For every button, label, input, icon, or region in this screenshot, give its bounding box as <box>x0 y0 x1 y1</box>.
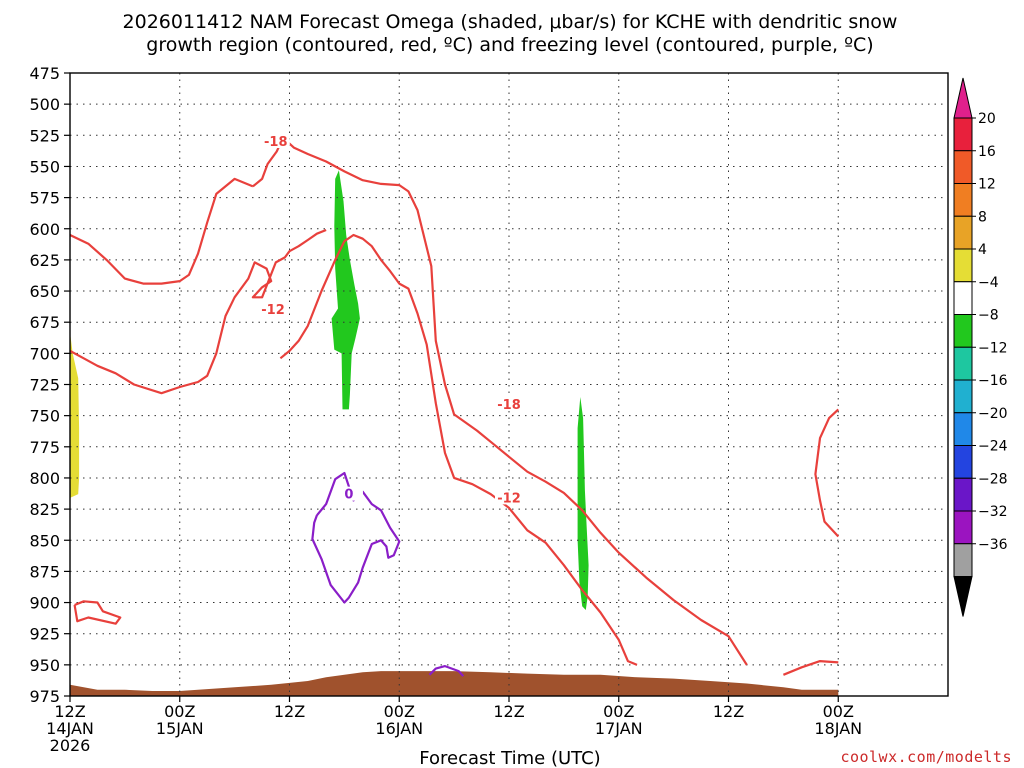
contour-label: 0 <box>344 488 353 503</box>
x-tick-label: 12Z <box>54 702 85 721</box>
contour-line-5 <box>814 408 840 538</box>
y-tick-label: 650 <box>29 282 60 301</box>
colorbar-label: −4 <box>978 275 999 291</box>
colorbar-segment <box>953 445 973 479</box>
colorbar-segment <box>953 346 973 381</box>
y-tick-label: 750 <box>29 407 60 426</box>
contour-label: -12 <box>497 491 521 506</box>
contour-label: -18 <box>264 135 288 150</box>
colorbar-label: −8 <box>978 308 999 324</box>
colorbar-segment <box>953 543 973 577</box>
contour-line-8 <box>428 664 465 677</box>
y-tick-label: 775 <box>29 438 60 457</box>
colorbar-label: −36 <box>978 537 1008 553</box>
x-tick-label: 00Z <box>164 702 195 721</box>
colorbar-segment <box>953 412 973 446</box>
omega-shade-0 <box>331 170 360 410</box>
colorbar-segment <box>953 215 973 250</box>
x-axis-label: Forecast Time (UTC) <box>419 748 600 768</box>
y-tick-label: 825 <box>29 500 60 519</box>
y-tick-label: 925 <box>29 625 60 644</box>
contour-label-bg <box>334 486 363 501</box>
x-tick-label: 00Z <box>823 702 854 721</box>
chart-title-line1: 2026011412 NAM Forecast Omega (shaded, μ… <box>123 11 898 33</box>
y-tick-label: 975 <box>29 687 60 706</box>
y-tick-label: 800 <box>29 469 60 488</box>
colorbar-segment <box>953 379 973 414</box>
colorbar-segment <box>953 248 973 283</box>
x-tick-label: 00Z <box>603 702 634 721</box>
colorbar-label: −12 <box>978 340 1008 356</box>
plot-area: -18 -12 -18 -12 0 <box>69 72 949 697</box>
y-tick-label: 625 <box>29 251 60 270</box>
contour-label-bg <box>261 134 290 149</box>
x-tick-label: 12Z <box>274 702 305 721</box>
colorbar-segment <box>953 281 973 315</box>
x-tick-label: 18JAN <box>814 719 862 738</box>
y-tick-label: 600 <box>29 220 60 239</box>
y-tick-label: 550 <box>29 157 60 176</box>
y-tick-label: 950 <box>29 656 60 675</box>
colorbar-label: −28 <box>978 471 1008 487</box>
colorbar-segment <box>953 150 973 184</box>
chart-title-line2: growth region (contoured, red, ºC) and f… <box>146 34 873 56</box>
x-tick-label: 15JAN <box>156 719 204 738</box>
credit-text: coolwx.com/modelts <box>840 748 1012 766</box>
contour-line-2 <box>279 233 638 666</box>
y-tick-label: 675 <box>29 313 60 332</box>
y-axis: 475 500 525 550 575 600 625 650 675 700 725 750 775 8… <box>29 64 70 706</box>
contour-line-3 <box>69 228 327 395</box>
contour-label-bg <box>495 396 523 411</box>
y-tick-label: 900 <box>29 594 60 613</box>
colorbar-label: −24 <box>978 439 1008 455</box>
colorbar-segment <box>953 183 973 217</box>
colorbar-label: 20 <box>978 111 996 127</box>
colorbar-segment <box>953 510 973 545</box>
colorbar-segment <box>953 477 973 512</box>
colorbar-label: 16 <box>978 144 996 160</box>
colorbar-label: −32 <box>978 504 1008 520</box>
colorbar-label: 8 <box>978 209 987 225</box>
contour-line-0 <box>252 136 748 666</box>
colorbar-segment <box>953 314 973 348</box>
colorbar-label: −20 <box>978 406 1008 422</box>
contour-label: -18 <box>497 398 521 413</box>
y-tick-label: 500 <box>29 95 60 114</box>
y-tick-label: 875 <box>29 562 60 581</box>
colorbar-label: 4 <box>978 242 987 258</box>
colorbar-segment <box>953 117 973 152</box>
colorbar: 20 16 12 8 4 −4 −8 −12 −16 −20 −24 −28 −32 −36 <box>953 77 1008 617</box>
contour-label-bg <box>495 490 523 505</box>
contour-line-4 <box>73 600 122 625</box>
terrain-fill <box>70 671 839 696</box>
y-tick-label: 725 <box>29 376 60 395</box>
x-tick-label: 12Z <box>493 702 524 721</box>
colorbar-top-arrow <box>953 77 973 119</box>
omega-shade-1 <box>577 397 589 610</box>
plot-frame <box>69 72 949 697</box>
colorbar-bottom-arrow <box>953 576 973 617</box>
x-tick-label: 12Z <box>713 702 744 721</box>
colorbar-label: −16 <box>978 373 1008 389</box>
contour-line-6 <box>782 659 839 676</box>
y-tick-label: 525 <box>29 126 60 145</box>
x-tick-label: 14JAN <box>46 719 94 738</box>
colorbar-label: 12 <box>978 177 996 193</box>
x-tick-label: 2026 <box>50 736 91 755</box>
contour-label-bg <box>259 302 288 317</box>
y-tick-label: 575 <box>29 189 60 208</box>
x-tick-label: 00Z <box>384 702 415 721</box>
x-tick-label: 17JAN <box>595 719 643 738</box>
y-tick-label: 850 <box>29 531 60 550</box>
omega-shade-2 <box>70 332 80 498</box>
y-tick-label: 700 <box>29 344 60 363</box>
contour-label: -12 <box>261 303 285 318</box>
y-tick-label: 475 <box>29 64 60 83</box>
x-tick-label: 16JAN <box>375 719 423 738</box>
contour-line-1 <box>69 177 254 285</box>
